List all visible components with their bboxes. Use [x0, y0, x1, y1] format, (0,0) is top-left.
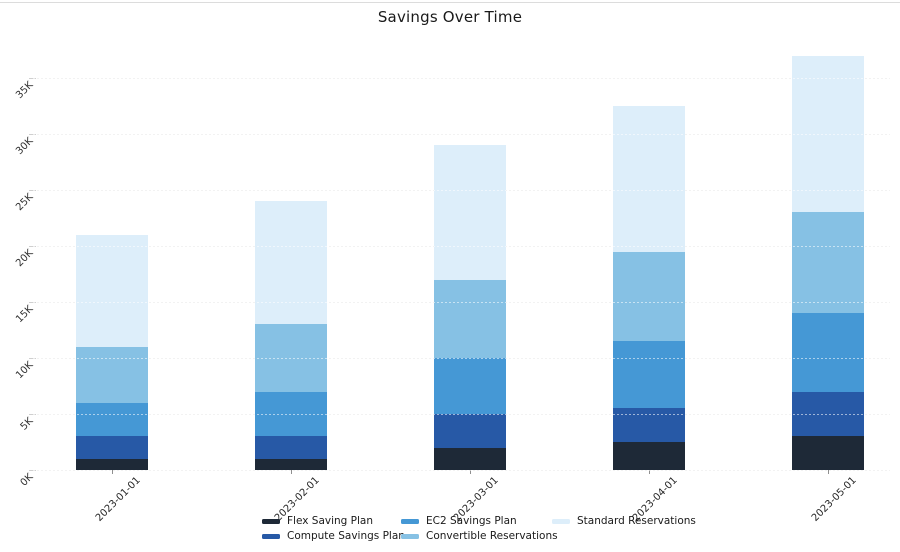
legend-label: EC2 Savings Plan: [426, 515, 517, 527]
bar-segment: [434, 414, 506, 448]
gridline-overlay: [33, 134, 890, 135]
y-axis-tick: [29, 78, 36, 79]
gridline-overlay: [33, 78, 890, 79]
bar-segment: [76, 346, 148, 403]
legend-label: Convertible Reservations: [426, 530, 558, 542]
bar-segment: [255, 201, 327, 325]
y-axis-tick: [29, 134, 36, 135]
legend-swatch: [401, 519, 419, 524]
bar-segment: [255, 436, 327, 459]
gridline-overlay: [33, 470, 890, 471]
y-axis-tick: [29, 190, 36, 191]
legend-label: Compute Savings Plan: [287, 530, 405, 542]
bar-segment: [613, 106, 685, 252]
bar-segment: [792, 55, 864, 213]
gridline-overlay: [33, 414, 890, 415]
legend-item: Flex Saving Plan: [262, 514, 405, 529]
bar-segment: [434, 145, 506, 280]
bar-segment: [613, 408, 685, 442]
y-axis-tick: [29, 414, 36, 415]
chart-title: Savings Over Time: [377, 8, 523, 26]
legend-swatch: [262, 519, 280, 524]
legend-item: Standard Reservations: [552, 514, 696, 529]
x-axis-tick: [470, 470, 471, 474]
legend-column: Flex Saving Plan Compute Savings Plan: [262, 514, 405, 544]
y-tick-label: 5K: [18, 415, 36, 433]
bar-segment: [255, 324, 327, 392]
bar-segment: [255, 458, 327, 470]
gridline-overlay: [33, 190, 890, 191]
x-axis-tick: [291, 470, 292, 474]
y-tick-label: 20K: [14, 247, 36, 270]
bar-segment: [434, 279, 506, 358]
bar-segment: [613, 442, 685, 470]
bar-segment: [76, 436, 148, 459]
y-tick-label: 25K: [14, 191, 36, 214]
y-tick-label: 10K: [14, 359, 36, 382]
gridline-overlay: [33, 358, 890, 359]
y-axis-tick: [29, 302, 36, 303]
x-tick-label: 2023-05-01: [809, 475, 859, 524]
bar-segment: [792, 212, 864, 314]
y-axis-tick: [29, 470, 36, 471]
bar-segment: [434, 358, 506, 414]
gridline-overlay: [33, 302, 890, 303]
legend-item: Compute Savings Plan: [262, 529, 405, 544]
legend-swatch: [262, 534, 280, 539]
legend-swatch: [552, 519, 570, 524]
y-tick-label: 0K: [18, 471, 36, 489]
bar-segment: [255, 391, 327, 437]
bar-segment: [76, 402, 148, 437]
legend-label: Standard Reservations: [577, 515, 696, 527]
legend-column: EC2 Savings Plan Convertible Reservations: [401, 514, 558, 544]
y-tick-label: 30K: [14, 135, 36, 158]
gridline-overlay: [33, 246, 890, 247]
bar-segment: [613, 251, 685, 342]
x-axis-tick: [649, 470, 650, 474]
bar-segment: [792, 436, 864, 470]
legend-item: Convertible Reservations: [401, 529, 558, 544]
legend-label: Flex Saving Plan: [287, 515, 374, 527]
bar-segment: [76, 458, 148, 470]
legend-column: Standard Reservations: [552, 514, 696, 529]
window-top-border: [0, 2, 900, 3]
x-tick-label: 2023-04-01: [630, 475, 680, 524]
legend-swatch: [401, 534, 419, 539]
bar-segment: [792, 391, 864, 437]
bar-segment: [613, 341, 685, 409]
y-axis-tick: [29, 358, 36, 359]
bar-segment: [76, 234, 148, 347]
x-axis-tick: [828, 470, 829, 474]
y-axis-tick: [29, 246, 36, 247]
bar-segment: [792, 313, 864, 392]
legend-item: EC2 Savings Plan: [401, 514, 558, 529]
bar-segment: [434, 447, 506, 470]
y-tick-label: 35K: [14, 79, 36, 102]
x-tick-label: 2023-01-01: [93, 475, 143, 524]
x-axis-tick: [112, 470, 113, 474]
y-tick-label: 15K: [14, 303, 36, 326]
